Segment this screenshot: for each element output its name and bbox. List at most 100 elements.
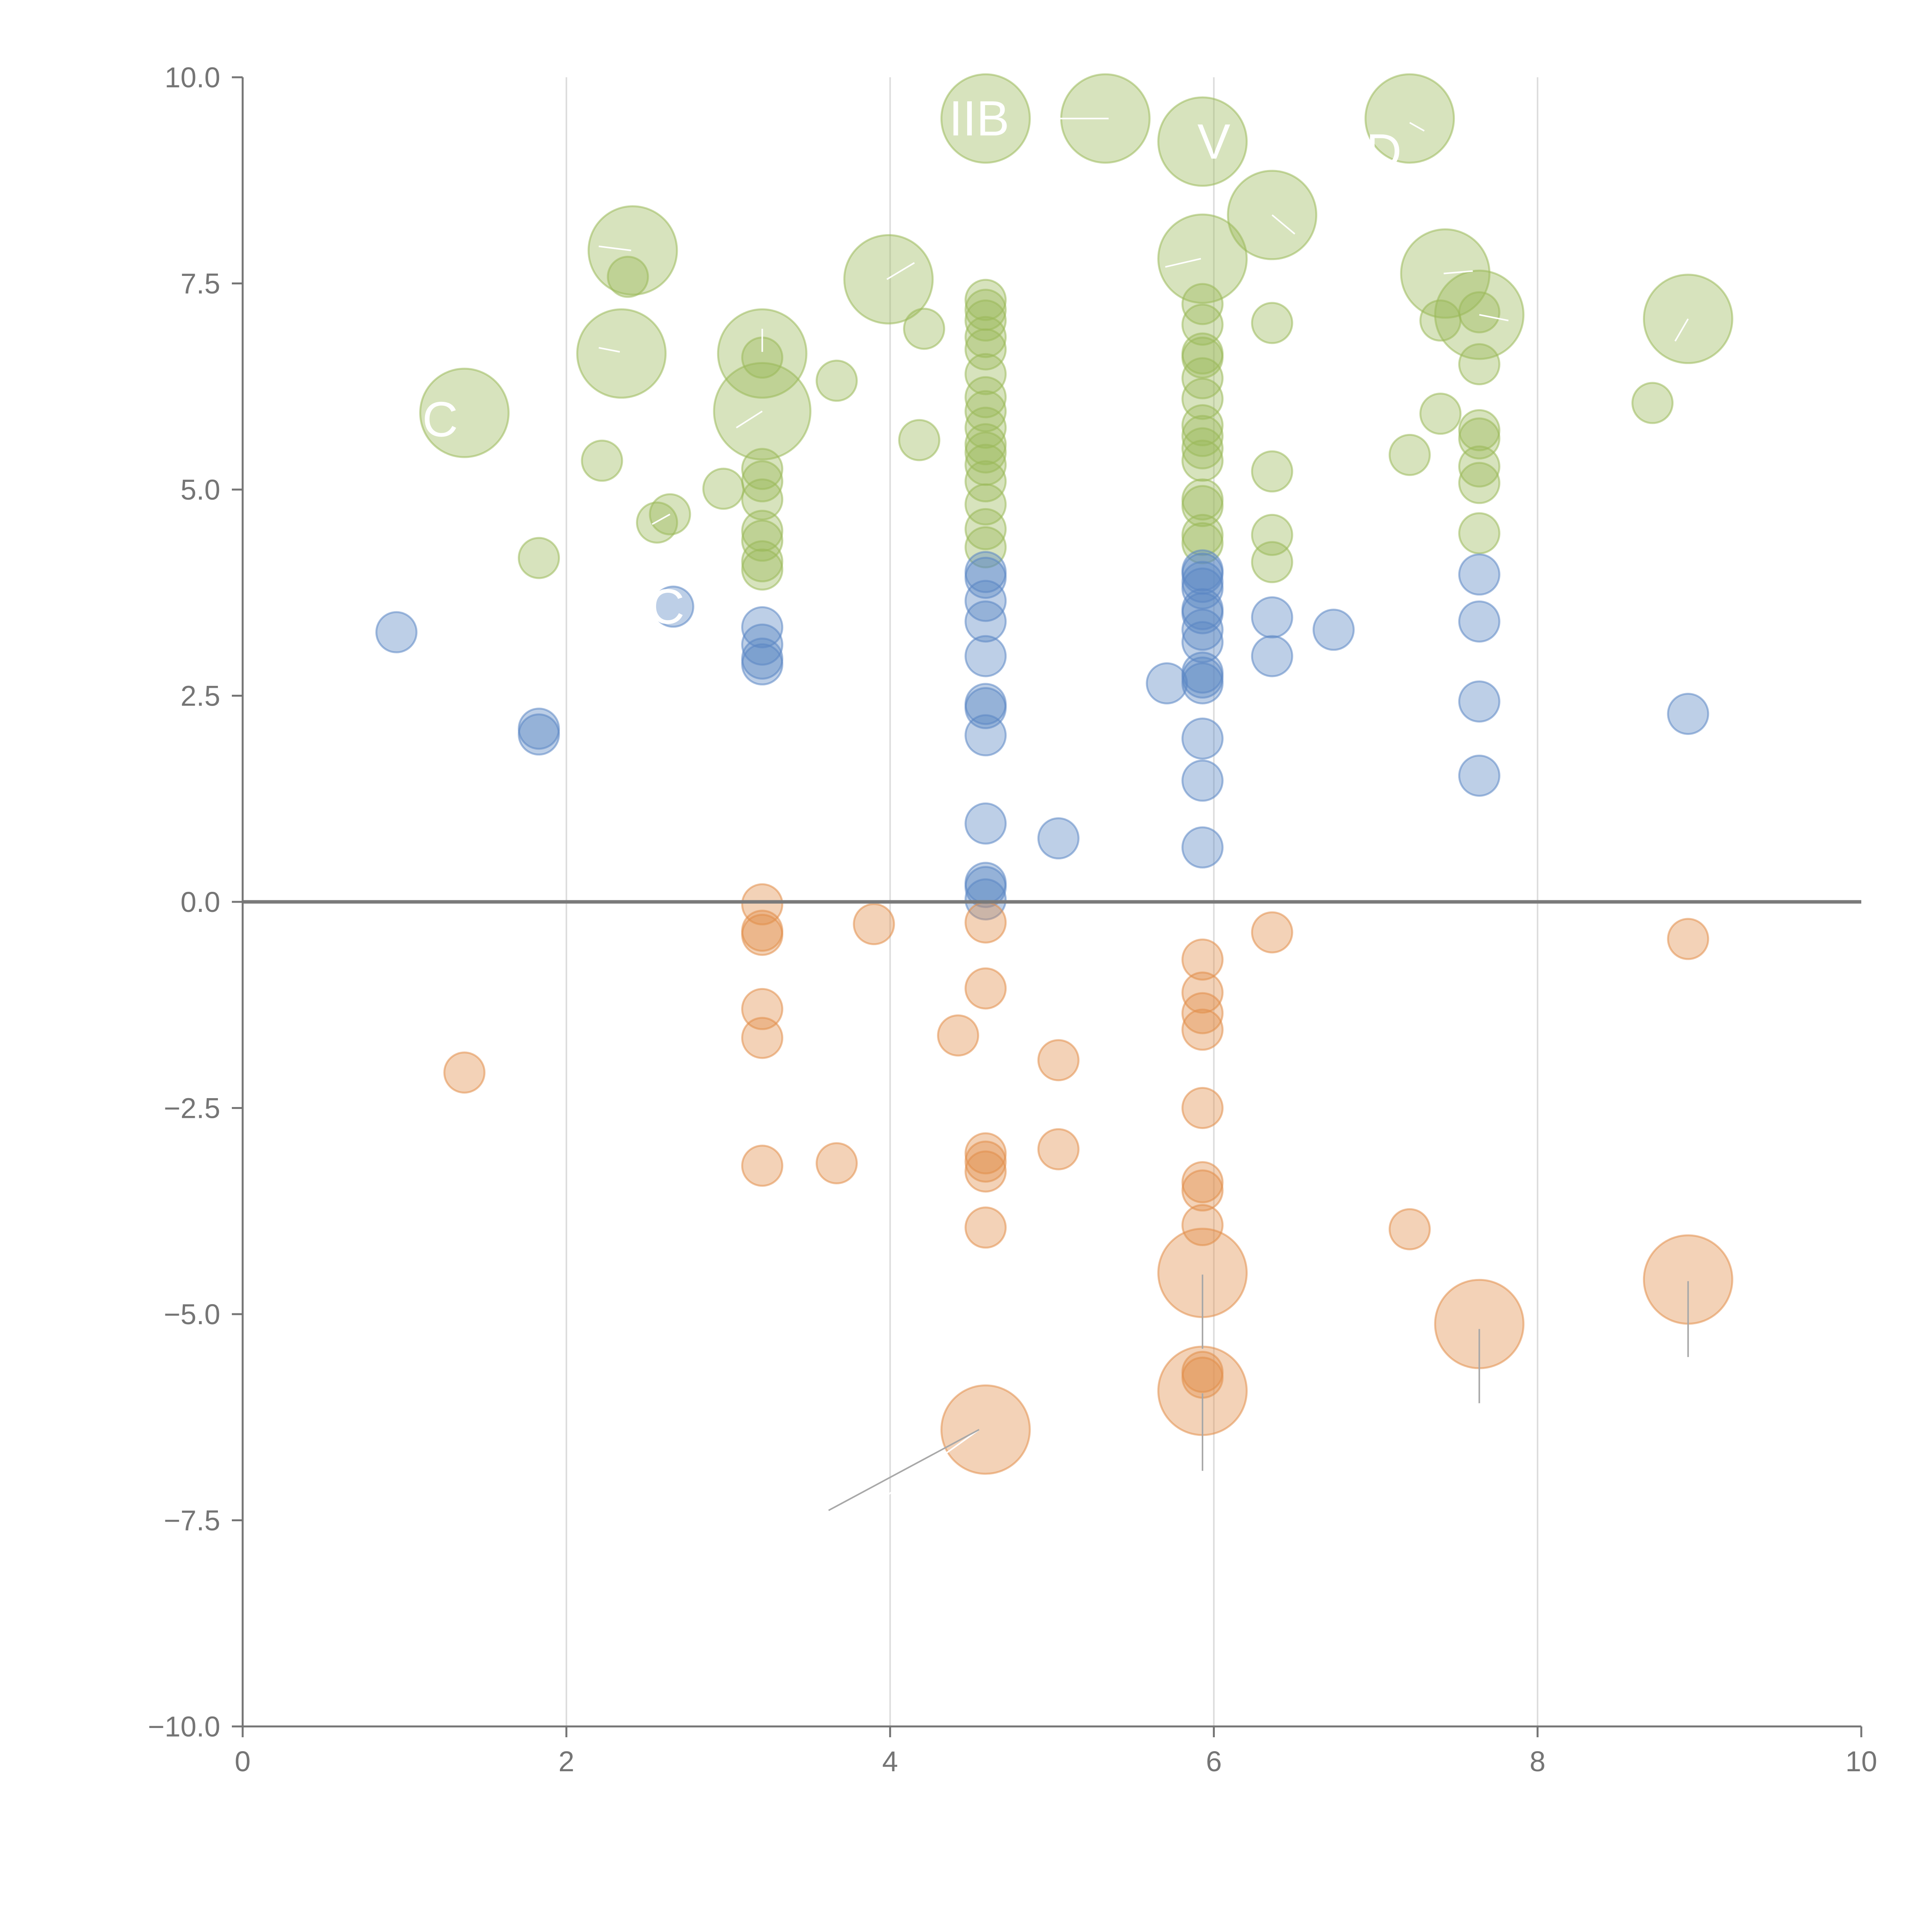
orange-bubble: [1181, 992, 1224, 1034]
orange-bubble: [1181, 938, 1224, 981]
green-bubble: [964, 353, 1007, 395]
green-bubble: [1458, 343, 1500, 386]
point-label: C: [649, 579, 684, 634]
green-bubble: [1364, 73, 1455, 164]
x-tick-label: 0: [235, 1745, 250, 1777]
green-bubble: [1181, 283, 1224, 325]
green-bubble: [940, 73, 1031, 164]
y-tick-label: −2.5: [164, 1092, 220, 1124]
orange-bubble: [940, 1384, 1031, 1475]
green-bubble: [1631, 382, 1674, 424]
blue-bubble: [741, 637, 784, 680]
green-bubble: [964, 423, 1007, 466]
orange-bubble: [1667, 918, 1709, 960]
blue-bubble: [1458, 553, 1500, 596]
green-bubble: [1157, 213, 1248, 304]
blue-bubble: [1251, 596, 1293, 639]
orange-bubble: [815, 1142, 858, 1184]
leader-line: [599, 245, 631, 252]
green-bubble: [964, 406, 1007, 449]
green-bubble: [1181, 514, 1224, 556]
blue-bubble: [964, 580, 1007, 622]
green-bubble: [741, 460, 784, 503]
orange-bubble: [443, 1051, 486, 1094]
green-bubble: [964, 390, 1007, 432]
x-tick-label: 10: [1845, 1745, 1877, 1777]
blue-bubble: [741, 606, 784, 648]
blue-bubble: [1458, 680, 1500, 723]
blue-bubble: [964, 862, 1007, 904]
green-bubble: [581, 439, 623, 482]
green-bubble: [1458, 409, 1500, 451]
green-bubble: [1388, 434, 1431, 476]
green-bubble: [1251, 514, 1293, 556]
leader-line: [828, 1429, 980, 1511]
blue-bubble: [1181, 759, 1224, 802]
green-bubble: [964, 460, 1007, 503]
green-bubble: [1458, 512, 1500, 554]
green-bubble: [964, 279, 1007, 321]
green-bubble: [1434, 269, 1525, 360]
leader-line: [886, 1429, 980, 1497]
blue-bubble: [1667, 692, 1709, 735]
blue-bubble: [964, 878, 1007, 921]
leader-line: [1674, 318, 1689, 342]
blue-bubble: [652, 585, 694, 628]
orange-bubble: [1181, 1204, 1224, 1247]
x-tick-label: 2: [558, 1745, 574, 1777]
blue-bubble: [1181, 549, 1224, 592]
axes: −10.0 −7.5 −5.0 −2.5 0.0 2.5 5.0 7.5 10.0 0 2 4 6 8 10: [148, 61, 1877, 1777]
x-tick-label: 8: [1530, 1745, 1546, 1777]
leader-line: [1165, 258, 1201, 268]
orange-bubble: [741, 988, 784, 1030]
point-label: C: [422, 392, 458, 447]
green-bubble: [964, 289, 1007, 331]
green-bubble: [903, 308, 946, 350]
orange-bubble: [741, 1017, 784, 1059]
y-tick-label: 5.0: [180, 474, 220, 506]
orange-bubble: [964, 1150, 1007, 1193]
green-bubble: [1643, 274, 1733, 364]
orange-bubble: [1388, 1208, 1431, 1250]
leader-line: [736, 410, 763, 429]
point-label: V: [1197, 114, 1230, 169]
green-bubble: [576, 308, 667, 399]
orange-bubble: [1037, 1039, 1080, 1082]
green-bubble: [964, 526, 1007, 568]
leader-line: [886, 262, 915, 280]
green-bubble: [1251, 302, 1293, 344]
y-tick-label: −7.5: [164, 1505, 220, 1537]
orange-bubble: [1181, 1169, 1224, 1212]
orange-bubble: [741, 913, 784, 956]
point-label: D: [1366, 124, 1401, 179]
green-bubble: [1181, 478, 1224, 521]
green-bubble: [741, 510, 784, 552]
point-label: IIB: [949, 91, 1010, 146]
x-tick-label: 6: [1206, 1745, 1222, 1777]
leader-line: [1409, 122, 1425, 132]
orange-bubble: [741, 1145, 784, 1187]
orange-bubble: [1251, 911, 1293, 954]
green-bubble: [636, 501, 678, 544]
leader-line: [1479, 314, 1509, 321]
green-bubble: [741, 478, 784, 521]
blue-bubble: [964, 683, 1007, 725]
blue-bubble: [964, 635, 1007, 677]
orange-bubble: [1037, 1128, 1080, 1170]
green-bubble: [518, 537, 560, 579]
y-tick-label: 2.5: [180, 680, 220, 712]
blue-bubble: [1181, 826, 1224, 869]
blue-bubble: [1181, 621, 1224, 663]
green-bubble: [717, 308, 808, 399]
blue-bubble: [1037, 817, 1080, 860]
leader-line: [651, 514, 670, 525]
y-tick-label: 7.5: [180, 268, 220, 300]
y-tick-label: −5.0: [164, 1298, 220, 1330]
green-bubble: [1458, 462, 1500, 504]
green-bubble: [1419, 393, 1462, 435]
orange-bubble: [1181, 1087, 1224, 1129]
blue-bubble: [375, 611, 418, 653]
green-bubble: [964, 508, 1007, 550]
